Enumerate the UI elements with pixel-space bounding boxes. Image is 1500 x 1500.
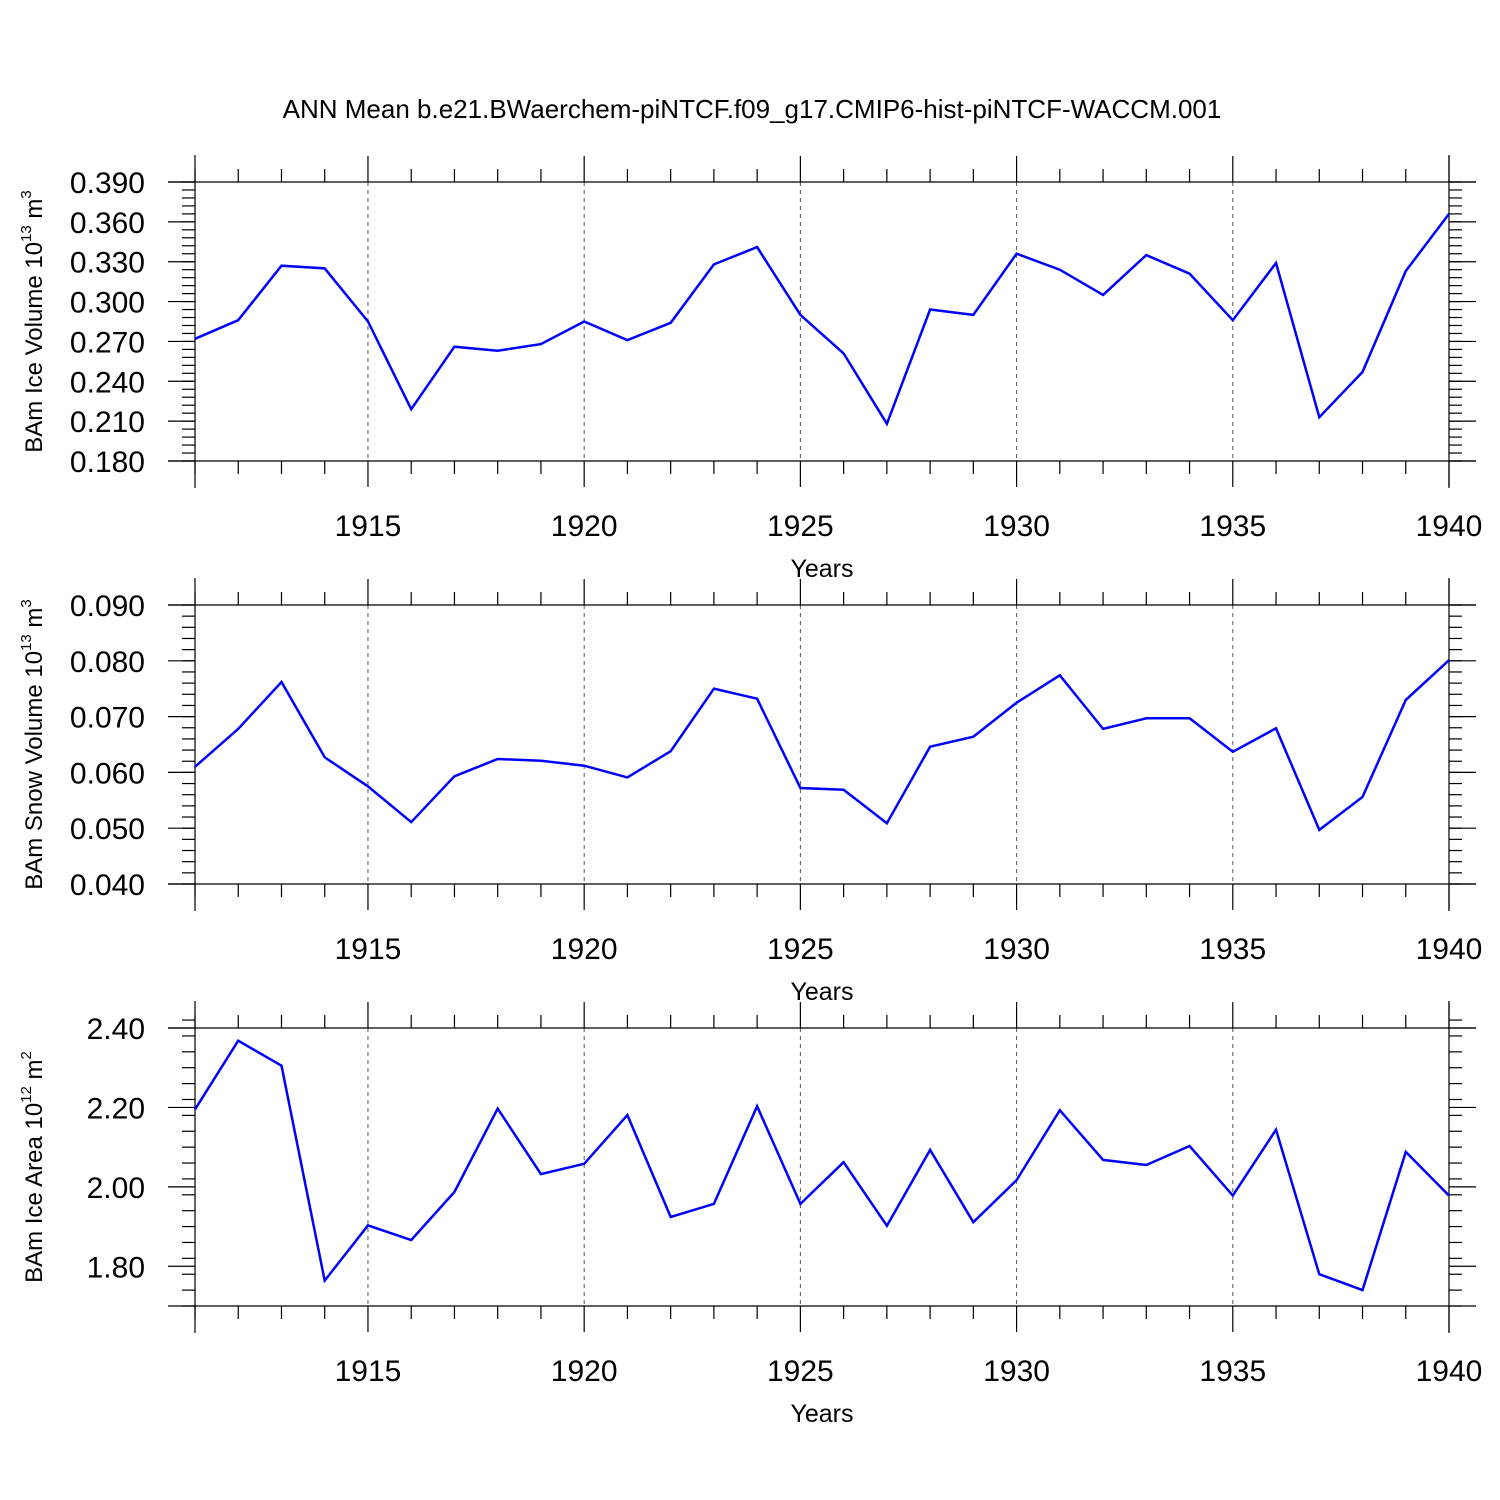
x-tick-label: 1925 [767,1355,834,1388]
x-tick-label: 1930 [983,933,1050,966]
x-tick-label: 1930 [983,1355,1050,1388]
x-tick-label: 1920 [551,510,618,543]
x-tick-label: 1935 [1199,933,1266,966]
panel-ice-area: 1.80 2.00 2.20 2.40 1915 1920 1925 1930 1935 1940… [18,1001,1482,1428]
y-tick-label: 0.360 [70,207,145,240]
panel-ice-volume: 0.180 0.210 0.240 0.270 0.300 0.330 0.360 0.390… [18,155,1482,583]
y-axis-label: BAm Snow Volume 1013 m3 [18,599,48,890]
x-tick-label: 1940 [1416,510,1483,543]
y-axis-label: BAm Ice Volume 1013 m3 [18,190,48,452]
y-tick-label: 0.270 [70,326,145,359]
x-tick-label: 1915 [335,933,402,966]
panel-snow-volume: 0.040 0.050 0.060 0.070 0.080 0.090 1915 1920 19… [18,578,1482,1006]
y-tick-label: 0.070 [70,702,145,735]
x-tick-label: 1930 [983,510,1050,543]
y-tick-label: 2.40 [87,1013,145,1046]
series-line-ice-area [193,1039,1450,1292]
x-tick-label: 1915 [335,1355,402,1388]
figure-title: ANN Mean b.e21.BWaerchem-piNTCF.f09_g17.… [283,94,1222,124]
y-tick-label: 0.090 [70,590,145,623]
x-axis-label: Years [790,1400,853,1428]
x-tick-label: 1920 [551,1355,618,1388]
y-tick-label: 0.300 [70,287,145,320]
y-tick-label: 0.180 [70,446,145,479]
x-tick-label: 1940 [1416,1355,1483,1388]
y-tick-label: 0.390 [70,167,145,200]
y-tick-label: 0.040 [70,869,145,902]
x-axis-label: Years [790,555,853,583]
y-axis-label: BAm Ice Area 1012 m2 [18,1051,48,1283]
y-tick-label: 0.060 [70,757,145,790]
x-axis-label: Years [790,978,853,1006]
series-line-snow-volume [194,659,1450,832]
x-tick-label: 1920 [551,933,618,966]
y-tick-label: 0.240 [70,366,145,399]
y-tick-label: 2.00 [87,1172,145,1205]
y-tick-label: 0.080 [70,646,145,679]
x-tick-label: 1925 [767,510,834,543]
y-tick-label: 2.20 [87,1092,145,1125]
x-tick-label: 1925 [767,933,834,966]
x-tick-label: 1935 [1199,1355,1266,1388]
y-tick-label: 0.050 [70,813,145,846]
y-tick-label: 1.80 [87,1251,145,1284]
series-line-ice-volume [194,213,1450,427]
x-tick-label: 1935 [1199,510,1266,543]
x-tick-label: 1915 [335,510,402,543]
y-tick-label: 0.330 [70,247,145,280]
x-tick-label: 1940 [1416,933,1483,966]
y-tick-label: 0.210 [70,406,145,439]
